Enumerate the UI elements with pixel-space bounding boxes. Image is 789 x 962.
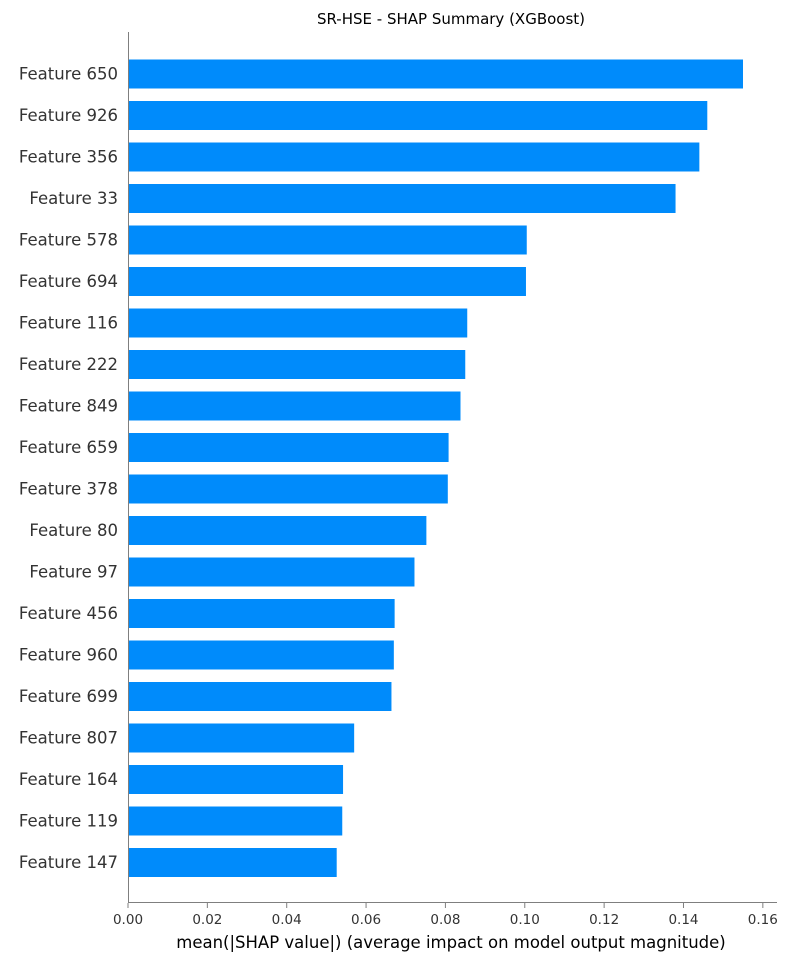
bar-feature-80: [128, 516, 427, 545]
bar-feature-378: [128, 474, 448, 504]
y-tick-label: Feature 849: [19, 397, 118, 416]
y-tick-label: Feature 650: [19, 65, 118, 84]
bar-feature-650: [128, 59, 743, 89]
bar-feature-807: [128, 723, 355, 753]
y-tick-label: Feature 926: [19, 106, 118, 125]
x-tick-label: 0.10: [510, 912, 540, 928]
y-tick-label: Feature 699: [19, 687, 118, 706]
y-tick-label: Feature 33: [29, 189, 118, 208]
y-tick-label: Feature 378: [19, 480, 118, 499]
y-tick-label: Feature 659: [19, 438, 118, 457]
bar-feature-456: [128, 599, 395, 628]
bar-feature-699: [128, 682, 392, 711]
bar-feature-116: [128, 308, 468, 338]
bar-feature-147: [128, 848, 337, 877]
y-tick-label: Feature 222: [19, 355, 118, 374]
bar-feature-926: [128, 101, 708, 130]
y-tick-label: Feature 694: [19, 272, 118, 291]
y-tick-label: Feature 960: [19, 646, 118, 665]
y-tick-labels: Feature 650 Feature 926 Feature 356 Feature…: [19, 65, 118, 873]
chart-title: SR-HSE - SHAP Summary (XGBoost): [317, 10, 585, 28]
y-tick-label: Feature 164: [19, 770, 118, 789]
bar-feature-578: [128, 225, 527, 255]
y-tick-label: Feature 356: [19, 148, 118, 167]
y-tick-label: Feature 116: [19, 314, 118, 333]
x-tick-label: 0.14: [668, 912, 698, 928]
bar-feature-164: [128, 765, 344, 794]
bar-feature-849: [128, 391, 461, 421]
y-tick-label: Feature 578: [19, 231, 118, 250]
x-tick-label: 0.16: [748, 912, 778, 928]
bar-feature-119: [128, 806, 343, 836]
bar-feature-960: [128, 640, 394, 670]
x-tick-label: 0.00: [113, 912, 143, 928]
bars-group: [128, 59, 743, 877]
y-tick-label: Feature 80: [29, 521, 118, 540]
bar-feature-222: [128, 350, 466, 379]
x-tick-label: 0.12: [589, 912, 619, 928]
bar-feature-33: [128, 184, 676, 213]
y-tick-label: Feature 807: [19, 729, 118, 748]
x-axis-label: mean(|SHAP value|) (average impact on mo…: [176, 933, 726, 952]
bar-feature-659: [128, 433, 449, 462]
bar-feature-356: [128, 142, 700, 172]
x-ticks: 0.00 0.02 0.04 0.06 0.08 0.10 0.12 0.14 0.16: [113, 903, 778, 928]
x-tick-label: 0.06: [351, 912, 381, 928]
x-tick-label: 0.02: [192, 912, 222, 928]
x-tick-label: 0.04: [272, 912, 302, 928]
y-tick-label: Feature 119: [19, 812, 118, 831]
y-tick-label: Feature 147: [19, 853, 118, 872]
bar-feature-97: [128, 557, 415, 587]
x-tick-label: 0.08: [430, 912, 460, 928]
y-tick-label: Feature 456: [19, 604, 118, 623]
y-tick-label: Feature 97: [29, 563, 118, 582]
bar-feature-694: [128, 267, 526, 296]
